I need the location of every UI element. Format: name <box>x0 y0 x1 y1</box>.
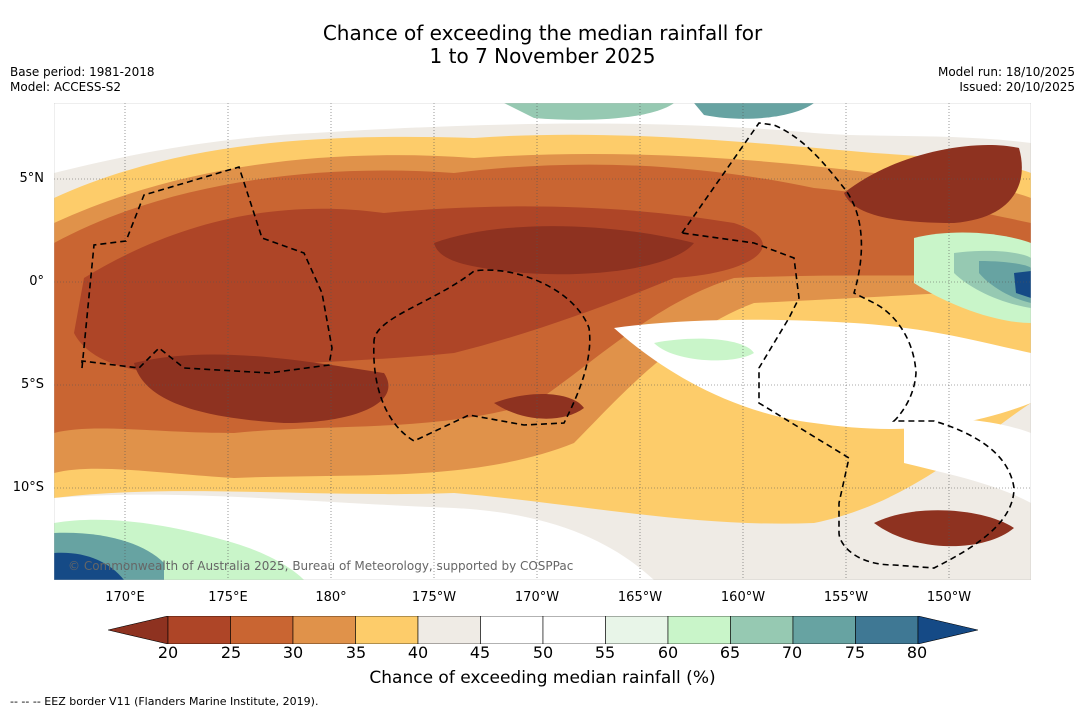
colorbar-tick: 40 <box>407 643 429 662</box>
model-name: Model: ACCESS-S2 <box>10 80 122 94</box>
colorbar-tick: 25 <box>220 643 242 662</box>
colorbar-tick: 50 <box>532 643 554 662</box>
colorbar-segment <box>417 616 481 644</box>
colorbar-segment <box>108 616 169 644</box>
colorbar-tick: 80 <box>906 643 928 662</box>
rain-zone-below-20 <box>434 226 694 275</box>
colorbar-tick: 75 <box>844 643 866 662</box>
colorbar-segment <box>917 616 978 644</box>
colorbar-segment <box>855 616 919 644</box>
rain-zone-65-70 <box>504 103 674 120</box>
colorbar-tick: 55 <box>594 643 616 662</box>
base-period: Base period: 1981-2018 <box>10 65 155 79</box>
lat-label-5s: 5°S <box>20 377 44 392</box>
rain-zone-40-50 <box>54 103 1031 173</box>
colorbar-title: Chance of exceeding median rainfall (%) <box>369 668 716 688</box>
rain-zone-below-20 <box>494 393 584 419</box>
rain-zone-below-20 <box>844 145 1022 223</box>
map-title-line2: 1 to 7 November 2025 <box>429 44 656 68</box>
rain-zone-40-50 <box>904 418 1031 503</box>
lon-label: 165°W <box>617 590 663 605</box>
lon-label: 175°W <box>411 590 457 605</box>
colorbar-tick: 70 <box>781 643 803 662</box>
rain-zone-over-80 <box>54 552 124 580</box>
rain-zone-60-65 <box>654 338 754 361</box>
lon-label: 180° <box>315 590 347 605</box>
colorbar-segment <box>730 616 794 644</box>
colorbar-tick: 45 <box>469 643 491 662</box>
colorbar-segment <box>792 616 856 644</box>
lat-label-0: 0° <box>29 274 44 289</box>
issued-date: Issued: 20/10/2025 <box>959 80 1075 94</box>
colorbar-segment <box>167 616 231 644</box>
colorbar-segment <box>355 616 419 644</box>
rain-zone-70-75 <box>694 103 814 119</box>
rainfall-map: © Commonwealth of Australia 2025, Bureau… <box>54 103 1031 580</box>
colorbar-tick: 65 <box>719 643 741 662</box>
lat-label-10s: 10°S <box>12 480 44 495</box>
rain-zone-over-80 <box>1014 271 1031 298</box>
lon-label: 155°W <box>823 590 869 605</box>
lon-label: 175°E <box>208 590 248 605</box>
lon-label: 170°E <box>105 590 145 605</box>
colorbar-segment <box>667 616 731 644</box>
lon-label: 160°W <box>720 590 766 605</box>
copyright-notice: © Commonwealth of Australia 2025, Bureau… <box>68 559 573 573</box>
lon-label: 150°W <box>926 590 972 605</box>
colorbar-segment <box>542 616 606 644</box>
colorbar-segment <box>605 616 669 644</box>
colorbar <box>108 616 978 644</box>
model-run: Model run: 18/10/2025 <box>937 65 1075 79</box>
lat-label-5n: 5°N <box>19 171 45 186</box>
rain-zone-below-20 <box>874 510 1014 547</box>
colorbar-tick: 35 <box>345 643 367 662</box>
colorbar-segment <box>480 616 544 644</box>
lon-label: 170°W <box>514 590 560 605</box>
colorbar-tick: 60 <box>657 643 679 662</box>
rain-zone-below-20 <box>134 354 389 423</box>
eez-borders <box>81 122 1015 569</box>
colorbar-segment <box>230 616 294 644</box>
map-title-line1: Chance of exceeding the median rainfall … <box>322 21 763 45</box>
map-graticule <box>54 103 1031 580</box>
colorbar-segment <box>292 616 356 644</box>
colorbar-tick: 20 <box>157 643 179 662</box>
colorbar-tick: 30 <box>282 643 304 662</box>
eez-legend-footnote: -- -- -- EEZ border V11 (Flanders Marine… <box>10 695 319 708</box>
